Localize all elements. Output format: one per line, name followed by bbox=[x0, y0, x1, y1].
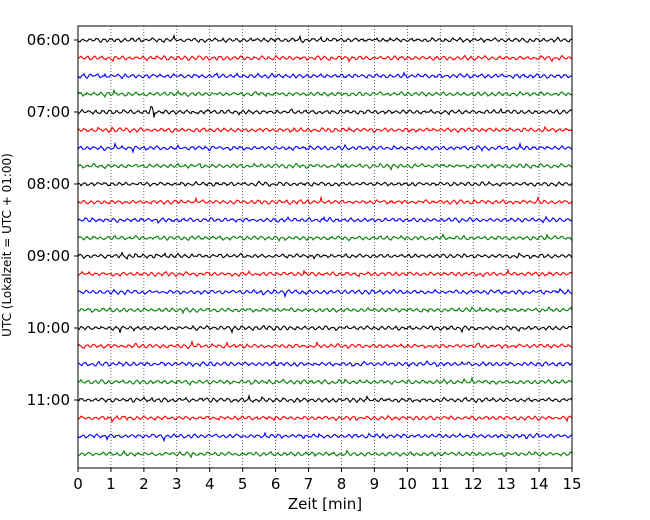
x-tick-label: 5 bbox=[238, 475, 248, 493]
y-tick-label: 09:00 bbox=[27, 247, 70, 265]
seismogram-trace bbox=[77, 88, 573, 98]
y-tick-label: 06:00 bbox=[27, 31, 70, 49]
y-tick-label: 08:00 bbox=[27, 175, 70, 193]
seismogram-trace bbox=[77, 306, 573, 315]
x-tick-label: 15 bbox=[562, 475, 581, 493]
x-tick-label: 6 bbox=[271, 475, 281, 493]
x-tick-label: 4 bbox=[205, 475, 215, 493]
seismogram-trace bbox=[77, 162, 573, 172]
x-tick-label: 9 bbox=[370, 475, 380, 493]
x-tick-label: 12 bbox=[464, 475, 483, 493]
x-tick-label: 14 bbox=[530, 475, 549, 493]
x-tick-label: 11 bbox=[431, 475, 450, 493]
seismogram-traces bbox=[77, 33, 573, 459]
x-axis-ticks: 0 1 2 3 4 5 6 7 8 9 10 11 12 13 14 15 bbox=[73, 468, 582, 493]
seismogram-trace bbox=[77, 449, 573, 459]
seismogram-trace bbox=[77, 287, 573, 299]
seismogram-trace bbox=[77, 324, 573, 335]
seismogram-trace bbox=[77, 268, 573, 278]
y-tick-label: 07:00 bbox=[27, 103, 70, 121]
seismogram-trace bbox=[77, 414, 573, 424]
plot-frame bbox=[77, 25, 573, 469]
seismogram-trace bbox=[77, 393, 573, 404]
seismogram-trace bbox=[77, 431, 573, 443]
x-tick-label: 13 bbox=[497, 475, 516, 493]
seismogram-trace bbox=[77, 141, 573, 154]
x-tick-label: 3 bbox=[172, 475, 182, 493]
seismogram-trace bbox=[77, 232, 573, 242]
x-tick-label: 7 bbox=[304, 475, 314, 493]
x-axis-label: Zeit [min] bbox=[288, 495, 362, 513]
seismogram-trace bbox=[77, 195, 573, 206]
seismogram-trace bbox=[77, 339, 573, 350]
seismogram-trace bbox=[77, 54, 573, 64]
y-axis-label: UTC (Lokalzeit = UTC + 01:00) bbox=[0, 153, 14, 337]
y-tick-label: 11:00 bbox=[27, 391, 70, 409]
y-tick-label: 10:00 bbox=[27, 319, 70, 337]
x-tick-label: 2 bbox=[139, 475, 149, 493]
y-axis-ticks: 06:00 07:00 08:00 09:00 10:00 11:00 bbox=[27, 31, 78, 409]
seismogram-trace bbox=[77, 251, 573, 261]
seismogram-trace bbox=[77, 180, 573, 188]
x-tick-label: 0 bbox=[73, 475, 83, 493]
seismogram-trace bbox=[77, 360, 573, 368]
x-tick-label: 8 bbox=[337, 475, 347, 493]
seismogram-trace bbox=[77, 105, 573, 118]
x-tick-label: 10 bbox=[398, 475, 417, 493]
seismogram-trace bbox=[77, 71, 573, 80]
seismogram-trace bbox=[77, 376, 573, 387]
seismogram-trace bbox=[77, 125, 573, 134]
x-tick-label: 1 bbox=[106, 475, 116, 493]
seismogram-trace bbox=[77, 33, 573, 44]
seismogram-trace bbox=[77, 215, 573, 225]
